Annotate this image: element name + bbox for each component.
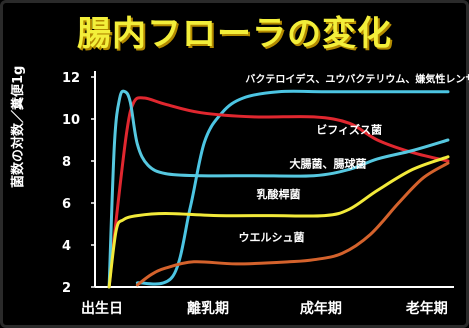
series-line-4 (135, 161, 450, 287)
x-tick-label: 出生日 (81, 300, 123, 317)
series-line-1 (107, 96, 450, 289)
y-tick-label: 12 (62, 71, 80, 86)
series-label-4: ウエルシュ菌 (239, 230, 305, 244)
series-line-0 (135, 89, 450, 286)
y-tick-label: 2 (62, 281, 71, 296)
x-tick-label: 離乳期 (187, 300, 229, 317)
series-label-3: 乳酸桿菌 (257, 187, 301, 201)
series-label-2: 大腸菌、腸球菌 (289, 156, 366, 170)
y-tick-label: 6 (62, 197, 71, 212)
x-tick-label: 老年期 (406, 300, 448, 317)
series-line-3 (107, 155, 450, 289)
series-label-0: バクテロイデス、ユウバクテリウム、嫌気性レンサ球菌 (245, 72, 469, 85)
y-tick-label: 4 (62, 239, 71, 254)
y-tick-label: 8 (62, 155, 71, 170)
series-line-2 (107, 89, 450, 289)
x-tick-label: 成年期 (300, 300, 342, 317)
y-tick-label: 10 (62, 113, 80, 128)
chart-title: 腸内フローラの変化 (77, 14, 392, 54)
series-label-1: ビフィズス菌 (316, 123, 382, 137)
